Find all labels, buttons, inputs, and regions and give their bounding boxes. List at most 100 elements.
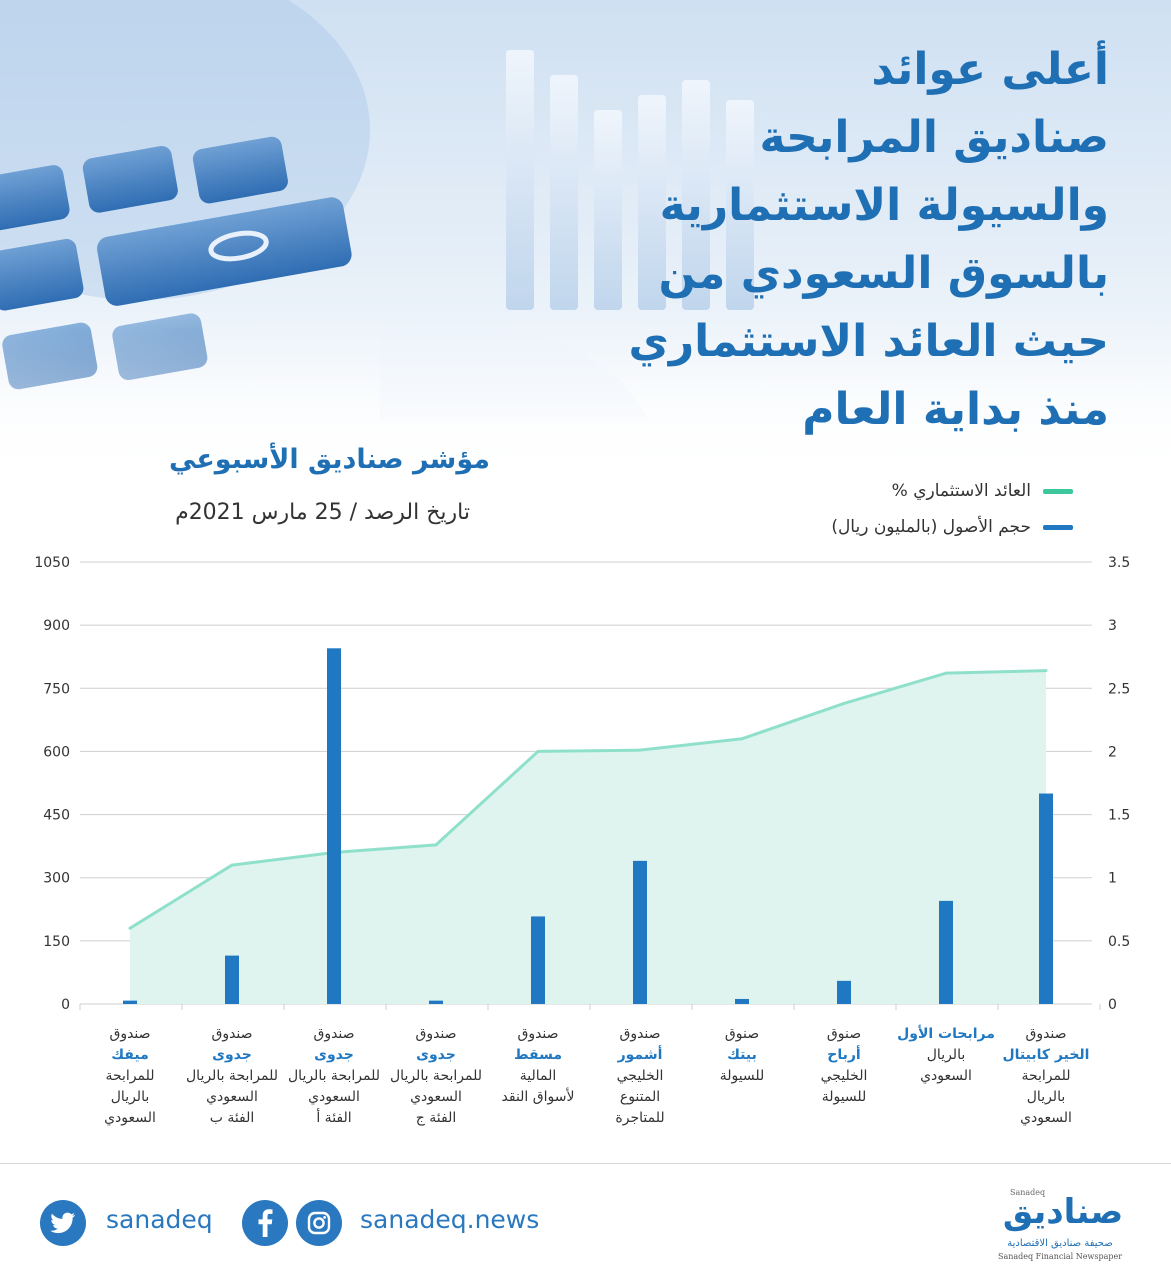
category-label: صنوق أرباح الخليجي للسيولة (795, 1024, 893, 1108)
category-label-line: لأسواق النقد (501, 1089, 575, 1105)
category-label-name: جدوى (212, 1047, 252, 1063)
title-line-3: والسيولة الاستثمارية (659, 180, 1109, 231)
right-axis-tick: 3 (1108, 618, 1117, 634)
legend-swatch-yield (1043, 488, 1073, 494)
category-label: صندوق الخير كابيتال للمرابحة بالريال السعودي (997, 1024, 1095, 1129)
category-label-line: الفئة أ (316, 1110, 352, 1126)
category-label-line: للسيولة (821, 1089, 867, 1105)
category-label-name: مسقط (514, 1047, 562, 1063)
left-axis-tick: 450 (43, 808, 70, 824)
category-label-line: المتنوع (619, 1089, 661, 1105)
category-label: صندوق جدوى للمرابحة بالريال السعودي الفئة أ (285, 1024, 383, 1129)
category-label-line: المالية (519, 1068, 557, 1084)
asset-bar (837, 980, 851, 1004)
left-axis-tick: 750 (43, 681, 70, 697)
logo-arabic-subtitle: صحيفة صناديق الاقتصادية (1007, 1238, 1113, 1249)
category-label-line: الخليجي (820, 1068, 868, 1084)
asset-bar (327, 648, 341, 1004)
category-label-line: السعودي (104, 1110, 156, 1126)
yield-area (130, 670, 1046, 1004)
asset-bar (225, 955, 239, 1004)
category-label-line: للسيولة (719, 1068, 765, 1084)
footer-divider (0, 1163, 1171, 1164)
legend-item-assets: حجم الأصول (بالمليون ريال) (733, 512, 1073, 542)
instagram-icon[interactable] (296, 1200, 342, 1246)
left-axis-tick: 150 (43, 934, 70, 950)
right-axis-tick: 2 (1108, 744, 1117, 760)
hero-background (0, 0, 1171, 480)
website-link[interactable]: sanadeq.news (360, 1205, 540, 1234)
category-label-line: الفئة ب (209, 1110, 255, 1126)
yield-point (842, 701, 846, 705)
subtitle: مؤشر صناديق الأسبوعي (169, 444, 490, 475)
asset-bar (429, 1000, 443, 1004)
right-axis-tick: 2.5 (1108, 681, 1130, 697)
asset-bar (735, 998, 749, 1004)
category-label-line: للمرابحة (1021, 1068, 1071, 1084)
category-label-line: السعودي (1020, 1110, 1072, 1126)
left-axis-tick: 1050 (34, 555, 70, 571)
legend-label-assets: حجم الأصول (بالمليون ريال) (831, 517, 1031, 537)
sanadeq-logo: صناديق (1002, 1192, 1124, 1232)
category-label-name: أرباح (827, 1047, 861, 1063)
category-label: صندوق جدوى للمرابحة بالريال السعودي الفئة ج (387, 1024, 485, 1129)
legend-item-yield: العائد الاستثماري % (733, 476, 1073, 506)
right-axis-tick: 0.5 (1108, 934, 1130, 950)
category-label-prefix: صندوق (211, 1026, 253, 1042)
yield-point (944, 671, 948, 675)
category-label: صندوق مسقط المالية لأسواق النقد (489, 1024, 587, 1108)
category-label: صنوق بيتك للسيولة (693, 1024, 791, 1087)
right-axis-tick: 0 (1108, 997, 1117, 1013)
category-label-line: السعودي (410, 1089, 462, 1105)
calculator-illustration (0, 0, 1171, 480)
yield-point (536, 749, 540, 753)
logo-english-subtitle: Sanadeq Financial Newspaper (997, 1252, 1123, 1261)
left-axis-tick: 0 (61, 997, 70, 1013)
right-axis-tick: 1.5 (1108, 808, 1130, 824)
category-label-prefix: صندوق (109, 1026, 151, 1042)
right-axis-tick: 1 (1108, 871, 1117, 887)
asset-bar (123, 1000, 137, 1004)
title-line-4: بالسوق السعودي من (658, 248, 1109, 299)
twitter-icon[interactable] (40, 1200, 86, 1246)
category-label-line: للمرابحة بالريال (390, 1068, 482, 1084)
category-label-prefix: صندوق (619, 1026, 661, 1042)
category-label-prefix: صندوق (517, 1026, 559, 1042)
category-label-line: للمتاجرة (615, 1110, 665, 1126)
category-label-line: الفئة ج (415, 1110, 457, 1126)
category-label-line: للمرابحة (105, 1068, 155, 1084)
right-axis-tick: 3.5 (1108, 555, 1130, 571)
category-label-line: بالريال (110, 1089, 150, 1105)
category-label-line: بالريال (1026, 1089, 1066, 1105)
category-label-name: بيتك (727, 1047, 757, 1063)
asset-bar (633, 860, 647, 1004)
yield-point (638, 748, 642, 752)
facebook-icon[interactable] (242, 1200, 288, 1246)
title-line-2: صناديق المرابحة (759, 112, 1109, 163)
yield-point (230, 863, 234, 867)
title-line-6: منذ بداية العام (802, 384, 1109, 435)
category-label-prefix: صندوق (415, 1026, 457, 1042)
left-axis-tick: 300 (43, 871, 70, 887)
yield-line (129, 669, 1047, 930)
twitter-handle[interactable]: sanadeq (106, 1205, 213, 1234)
category-label: صندوق أشمور الخليجي المتنوع للمتاجرة (591, 1024, 689, 1129)
category-label-prefix: صندوق (313, 1026, 355, 1042)
category-label-line: الخليجي (616, 1068, 664, 1084)
category-label-line: للمرابحة بالريال (186, 1068, 278, 1084)
asset-bar (939, 900, 953, 1004)
category-label-prefix: صنوق (724, 1026, 760, 1042)
left-axis-tick: 900 (43, 618, 70, 634)
date-label: تاريخ الرصد / 25 مارس 2021م (175, 500, 470, 525)
category-label-prefix: صندوق (1025, 1026, 1067, 1042)
category-label-line: للمرابحة بالريال (288, 1068, 380, 1084)
category-label: مرابحات الأول بالريال السعودي (897, 1024, 995, 1087)
category-label-name: ميفك (111, 1047, 149, 1063)
category-label-name: الخير كابيتال (1002, 1047, 1090, 1063)
title-line-1: أعلى عوائد (871, 44, 1109, 95)
category-label-line: السعودي (308, 1089, 360, 1105)
legend-swatch-assets (1043, 524, 1073, 530)
main-title: أعلى عوائد صناديق المرابحة والسيولة الاس… (389, 36, 1110, 444)
legend-label-yield: العائد الاستثماري % (891, 481, 1031, 501)
category-label-line: السعودي (920, 1068, 972, 1084)
